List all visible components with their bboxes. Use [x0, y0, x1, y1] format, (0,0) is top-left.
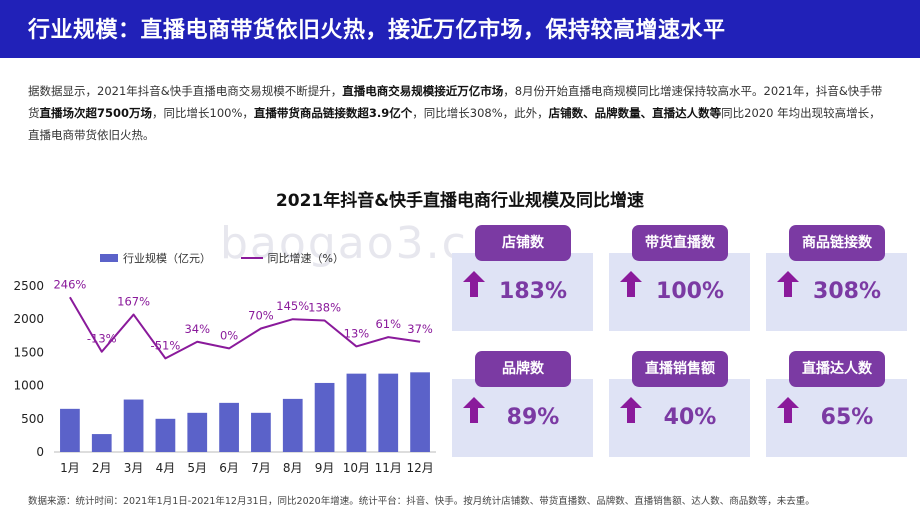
up-arrow-icon [620, 397, 642, 423]
metric-card-value: 100% [656, 279, 724, 304]
y-tick-label: 0 [36, 445, 44, 459]
up-arrow-icon [777, 271, 799, 297]
bar-12月 [410, 372, 430, 452]
x-tick-label: 2月 [92, 461, 112, 475]
x-tick-label: 9月 [315, 461, 335, 475]
intro-highlight: 直播电商交易规模接近万亿市场 [342, 84, 504, 98]
metric-card-label: 品牌数 [475, 351, 571, 387]
growth-label: 167% [117, 295, 150, 309]
chart-legend: 行业规模（亿元） 同比增速（%） [100, 250, 370, 266]
y-tick-label: 2000 [13, 312, 44, 326]
metric-card-label: 店铺数 [475, 225, 571, 261]
intro-paragraph: 据数据显示，2021年抖音&快手直播电商交易规模不断提升，直播电商交易规模接近万… [28, 80, 892, 146]
up-arrow-icon [463, 397, 485, 423]
metric-card-label: 带货直播数 [632, 225, 728, 261]
x-tick-label: 1月 [60, 461, 80, 475]
legend-bar-swatch [100, 254, 118, 262]
growth-label: 138% [308, 301, 341, 315]
intro-text: ，8月份开始直播电商规模同比增速保持较高水平。2021年，抖音&快手带货 [28, 84, 883, 120]
y-tick-label: 1500 [13, 345, 44, 359]
metric-card-value: 89% [506, 405, 560, 430]
combo-chart: 2500 2000 1500 1000 500 0 1月 2月 3月 4月 5月 6月 7月 8月 9月 10… [13, 277, 436, 475]
bar-7月 [251, 412, 271, 452]
growth-label: 70% [248, 308, 274, 322]
up-arrow-icon [620, 271, 642, 297]
watermark: baogao3.c [220, 218, 468, 269]
x-tick-label: 7月 [251, 461, 271, 475]
metric-card-label: 商品链接数 [789, 225, 885, 261]
bar-4月 [155, 418, 176, 452]
growth-label: 13% [344, 326, 370, 340]
growth-label: 34% [184, 322, 210, 336]
y-tick-label: 500 [21, 412, 44, 426]
x-tick-label: 11月 [375, 461, 402, 475]
growth-label: 37% [407, 322, 433, 336]
bar-9月 [314, 382, 335, 452]
metric-card-label: 直播达人数 [789, 351, 885, 387]
bar-8月 [282, 398, 303, 452]
metric-card-value: 308% [813, 279, 881, 304]
growth-label: -51% [151, 338, 181, 352]
bar-1月 [60, 408, 80, 452]
growth-label: 145% [276, 299, 309, 313]
legend-label-line: 同比增速（%） [267, 252, 344, 265]
x-tick-label: 5月 [187, 461, 207, 475]
intro-highlight: 店铺数、品牌数量、直播达人数等 [548, 106, 722, 120]
intro-text: 据数据显示，2021年抖音&快手直播电商交易规模不断提升， [28, 84, 343, 98]
x-tick-label: 4月 [156, 461, 176, 475]
metric-card-value: 183% [499, 279, 567, 304]
bar-10月 [346, 373, 367, 452]
legend-item-line: 同比增速（%） [240, 250, 344, 266]
legend-item-bar: 行业规模（亿元） [100, 250, 211, 266]
intro-highlight: 直播带货商品链接数超3.9亿个 [253, 106, 413, 120]
legend-label-bar: 行业规模（亿元） [123, 252, 211, 265]
page-title: 行业规模：直播电商带货依旧火热，接近万亿市场，保持较高增速水平 [28, 18, 726, 43]
x-tick-label: 3月 [124, 461, 144, 475]
metric-card-label: 直播销售额 [632, 351, 728, 387]
metric-card-value: 40% [663, 405, 717, 430]
growth-label: 0% [220, 328, 238, 342]
growth-label: 61% [375, 317, 401, 331]
bar-2月 [91, 434, 112, 452]
growth-label: 246% [53, 277, 86, 291]
intro-text: ，同比增长100%， [152, 106, 254, 120]
bar-11月 [378, 373, 399, 452]
growth-label: -13% [87, 332, 117, 346]
growth-rate-line [69, 296, 421, 360]
x-tick-label: 8月 [283, 461, 303, 475]
chart-title: 2021年抖音&快手直播电商行业规模及同比增速 [275, 191, 645, 211]
header-bar: 行业规模：直播电商带货依旧火热，接近万亿市场，保持较高增速水平 [0, 0, 920, 58]
bar-6月 [219, 402, 239, 452]
up-arrow-icon [463, 271, 485, 297]
x-tick-label: 12月 [406, 461, 433, 475]
metric-card-value: 65% [820, 405, 874, 430]
bar-5月 [187, 412, 208, 452]
x-tick-label: 6月 [219, 461, 239, 475]
x-tick-label: 10月 [343, 461, 370, 475]
y-tick-label: 1000 [13, 379, 44, 393]
bar-3月 [123, 399, 144, 452]
legend-line-swatch [240, 257, 263, 259]
source-note: 数据来源：统计时间：2021年1月1日-2021年12月31日，同比2020年增… [28, 496, 815, 507]
intro-text: ，同比增长308%，此外， [412, 106, 549, 120]
intro-highlight: 直播场次超7500万场 [39, 106, 153, 120]
intro-text: 同比2020 年均出现较高增长，直播电商带货依旧火热。 [28, 106, 881, 142]
y-tick-label: 2500 [13, 279, 44, 293]
up-arrow-icon [777, 397, 799, 423]
